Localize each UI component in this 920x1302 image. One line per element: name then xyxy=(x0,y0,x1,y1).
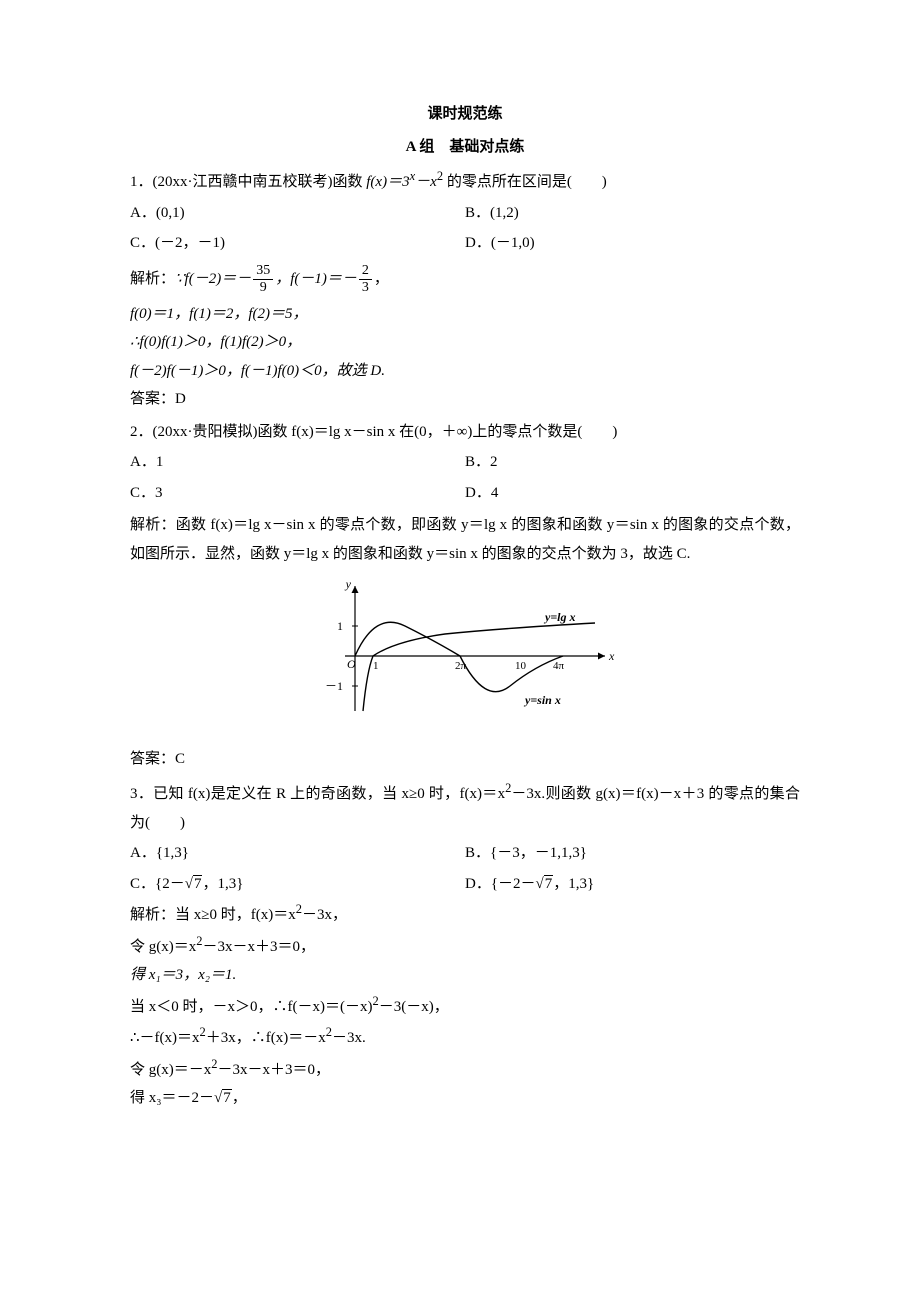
xtick-4pi: 4π xyxy=(553,660,565,672)
q3-ana-l6: 令 g(x)＝－x2－3x－x＋3＝0， xyxy=(130,1053,800,1085)
q2-optC: C．3 xyxy=(130,479,465,508)
origin-label: O xyxy=(347,657,356,671)
q1-text-a: 1．(20xx·江西赣中南五校联考)函数 xyxy=(130,174,363,190)
q1-frac2-num: 2 xyxy=(359,263,372,279)
q1-analysis-l4: f(－2)f(－1)＞0，f(－1)f(0)＜0，故选 D. xyxy=(130,357,800,386)
q1-frac1: 359 xyxy=(253,263,273,295)
q3-ana-l4a: 当 x＜0 时，－x＞0，∴f(－x)＝(－x) xyxy=(130,999,372,1015)
q1-frac1-num: 35 xyxy=(253,263,273,279)
q3-ana-l7a: 得 x₃＝－2－ xyxy=(130,1090,214,1106)
q1-ana1b: ，f(－1)＝－ xyxy=(275,271,357,287)
q3-options-row2: C．{2－√7，1,3} D．{－2－√7，1,3} xyxy=(130,870,800,899)
q3-ana-l2: 令 g(x)＝x2－3x－x＋3＝0， xyxy=(130,930,800,962)
q1-stem: 1．(20xx·江西赣中南五校联考)函数 f(x)＝3x－x2 的零点所在区间是… xyxy=(130,165,800,197)
q3-ana-l4b: －3(－x)， xyxy=(379,999,449,1015)
q3-ana-l2b: －3x－x＋3＝0， xyxy=(203,939,316,955)
q1-func: f(x)＝3 xyxy=(363,174,410,190)
q1-optB: B．(1,2) xyxy=(465,199,800,228)
q3-stem: 3．已知 f(x)是定义在 R 上的奇函数，当 x≥0 时，f(x)＝x2－3x… xyxy=(130,777,800,837)
q3-ana-l1: 解析：当 x≥0 时，f(x)＝x2－3x， xyxy=(130,898,800,930)
q3-options-row1: A．{1,3} B．{－3，－1,1,3} xyxy=(130,839,800,868)
q3-optC-b: ，1,3} xyxy=(202,876,243,892)
q3-optA: A．{1,3} xyxy=(130,839,465,868)
q3-stem-a: 3．已知 f(x)是定义在 R 上的奇函数，当 x≥0 时，f(x)＝x xyxy=(130,786,505,802)
q2-figure: 1 －1 O 1 2π 10 4π y x y=lg x y=sin x xyxy=(130,576,800,737)
q3-optD-a: D．{－2－ xyxy=(465,876,536,892)
q3-ana-l4: 当 x＜0 时，－x＞0，∴f(－x)＝(－x)2－3(－x)， xyxy=(130,990,800,1022)
q2-optB: B．2 xyxy=(465,448,800,477)
q3-ana-l5c: －3x. xyxy=(332,1030,366,1046)
q3-ana-l3: 得 x₁＝3，x₂＝1. xyxy=(130,961,800,990)
q3-ana-l7b: ， xyxy=(232,1090,247,1106)
q2-optD: D．4 xyxy=(465,479,800,508)
sin-label: y=sin x xyxy=(523,693,561,707)
q3-optD-rad: 7 xyxy=(544,875,554,892)
q2-chart-svg: 1 －1 O 1 2π 10 4π y x y=lg x y=sin x xyxy=(305,576,625,726)
q1-options-row1: A．(0,1) B．(1,2) xyxy=(130,199,800,228)
q1-text-b: 的零点所在区间是( ) xyxy=(443,174,607,190)
q1-frac2-den: 3 xyxy=(359,280,372,295)
y-axis-label: y xyxy=(345,577,352,591)
q3-ana-l6b: －3x－x＋3＝0， xyxy=(218,1062,331,1078)
q1-ana-l4-text: f(－2)f(－1)＞0，f(－1)f(0)＜0，故选 D. xyxy=(130,363,385,379)
q1-analysis-l3: ∴f(0)f(1)＞0，f(1)f(2)＞0， xyxy=(130,328,800,357)
q1-optA: A．(0,1) xyxy=(130,199,465,228)
q2-answer: 答案：C xyxy=(130,745,800,774)
q1-frac1-den: 9 xyxy=(253,280,273,295)
q3-optC: C．{2－√7，1,3} xyxy=(130,870,465,899)
q3-ana-l6a: 令 g(x)＝－x xyxy=(130,1062,211,1078)
x-axis-label: x xyxy=(608,649,615,663)
q1-frac2: 23 xyxy=(359,263,372,295)
ytick-neg1-label: －1 xyxy=(325,679,343,693)
q1-ana1c: ， xyxy=(374,271,389,287)
q2-options-row2: C．3 D．4 xyxy=(130,479,800,508)
q3-optB: B．{－3，－1,1,3} xyxy=(465,839,800,868)
q1-analysis-l2: f(0)＝1，f(1)＝2，f(2)＝5， xyxy=(130,300,800,329)
q1-ana1a: ∵f(－2)＝－ xyxy=(175,271,251,287)
q3-ana-l1a: 解析：当 x≥0 时，f(x)＝x xyxy=(130,907,296,923)
page-title: 课时规范练 xyxy=(130,100,800,129)
lg-label: y=lg x xyxy=(543,610,576,624)
q3-ana-l1b: －3x， xyxy=(302,907,347,923)
q3-optC-a: C．{2－ xyxy=(130,876,185,892)
q1-answer: 答案：D xyxy=(130,385,800,414)
q3-ana-l5: ∴－f(x)＝x2＋3x，∴f(x)＝－x2－3x. xyxy=(130,1021,800,1053)
q2-optA: A．1 xyxy=(130,448,465,477)
q3-optD: D．{－2－√7，1,3} xyxy=(465,870,800,899)
q1-minus: －x xyxy=(415,174,437,190)
q1-options-row2: C．(－2，－1) D．(－1,0) xyxy=(130,229,800,258)
xtick-10: 10 xyxy=(515,660,527,672)
q1-analysis-l1: 解析：∵f(－2)＝－359，f(－1)＝－23， xyxy=(130,258,800,300)
q1-optD: D．(－1,0) xyxy=(465,229,800,258)
q3-ana-l5b: ＋3x，∴f(x)＝－x xyxy=(206,1030,326,1046)
q2-stem: 2．(20xx·贵阳模拟)函数 f(x)＝lg x－sin x 在(0，＋∞)上… xyxy=(130,418,800,447)
q1-ana-label: 解析： xyxy=(130,271,175,287)
q3-ana-l7rad: 7 xyxy=(222,1089,232,1106)
q3-ana-l7: 得 x₃＝－2－√7， xyxy=(130,1084,800,1113)
q1-optC: C．(－2，－1) xyxy=(130,229,465,258)
xtick-1: 1 xyxy=(373,660,379,672)
q2-options-row1: A．1 B．2 xyxy=(130,448,800,477)
ytick-1-label: 1 xyxy=(337,619,343,633)
section-subtitle: A 组 基础对点练 xyxy=(130,133,800,162)
q3-ana-l2a: 令 g(x)＝x xyxy=(130,939,196,955)
q3-ana-l5a: ∴－f(x)＝x xyxy=(130,1030,200,1046)
q3-optD-b: ，1,3} xyxy=(553,876,594,892)
q2-analysis: 解析：函数 f(x)＝lg x－sin x 的零点个数，即函数 y＝lg x 的… xyxy=(130,511,800,568)
